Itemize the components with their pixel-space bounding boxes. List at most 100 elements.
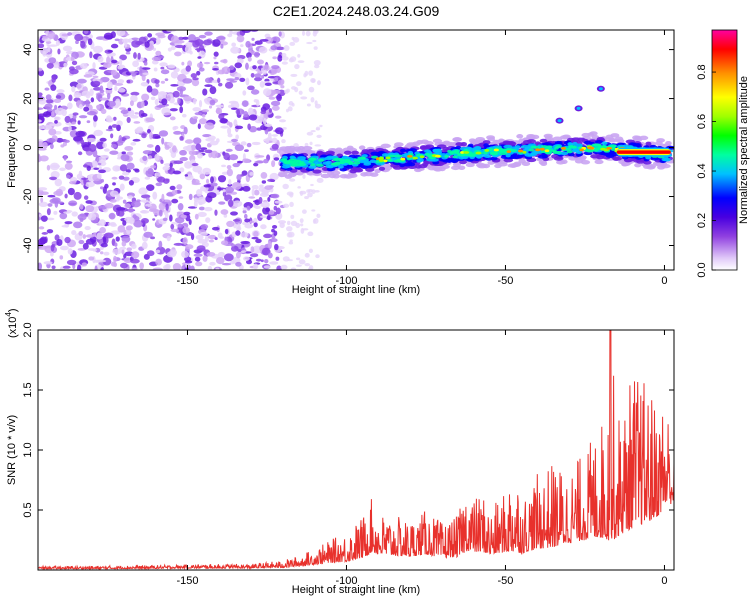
noise-cell [226, 164, 232, 170]
noise-cell [77, 120, 81, 125]
noise-cell [155, 182, 163, 187]
signal-cell [475, 162, 487, 168]
noise-cell [254, 205, 261, 209]
colorbar-ticks: 0.0 0.2 0.4 0.6 0.8 [696, 64, 716, 278]
noise-cell [175, 39, 185, 44]
noise-cell [178, 36, 184, 41]
snr-multiplier: (x104) [4, 308, 19, 338]
colorbar-gradient [712, 30, 737, 270]
snr-xtick-label: 0 [661, 575, 667, 587]
noise-cell [198, 99, 203, 108]
noise-cell [128, 207, 134, 213]
noise-cell [294, 63, 300, 70]
signal-cell [318, 158, 325, 162]
noise-cell [309, 141, 313, 146]
noise-cell [221, 164, 227, 168]
noise-cell [213, 51, 219, 57]
noise-cell [92, 160, 98, 166]
noise-cell [100, 242, 108, 248]
noise-cell [194, 213, 199, 220]
signal-cell [380, 143, 391, 149]
noise-cell [160, 159, 164, 164]
noise-cell [154, 153, 160, 161]
noise-cell [295, 222, 301, 229]
signal-cell [338, 165, 344, 169]
colorbar-label: Normalized spectral amplitude [738, 76, 750, 224]
signal-cell [363, 162, 372, 166]
noise-cell [241, 100, 249, 107]
noise-cell [286, 191, 294, 196]
noise-cell [73, 92, 82, 98]
noise-cell [236, 108, 240, 116]
noise-cell [291, 86, 297, 90]
signal-cell [296, 171, 304, 176]
noise-cell [235, 251, 241, 259]
noise-cell [130, 91, 140, 96]
noise-cell [68, 200, 78, 207]
noise-cell [143, 231, 153, 238]
noise-cell [250, 89, 260, 95]
noise-cell [152, 267, 163, 270]
noise-cell [194, 256, 201, 262]
noise-cell [240, 141, 247, 146]
noise-cell [119, 183, 125, 191]
noise-cell [82, 234, 87, 239]
noise-cell [281, 52, 287, 58]
noise-cell [283, 45, 290, 51]
noise-cell [97, 55, 104, 63]
noise-cell [124, 146, 134, 151]
noise-cell [283, 203, 290, 208]
noise-cell [289, 178, 296, 182]
noise-cell [236, 35, 245, 43]
noise-cell [120, 109, 129, 115]
noise-cell [132, 214, 137, 219]
noise-cell [297, 186, 301, 189]
noise-cell [117, 210, 125, 217]
noise-cell [38, 141, 45, 148]
noise-cell [263, 64, 270, 72]
noise-cell [88, 143, 97, 152]
noise-cell [203, 184, 211, 188]
noise-cell [136, 199, 141, 203]
noise-cell [99, 186, 104, 190]
noise-cell [170, 71, 179, 79]
noise-cell [38, 113, 48, 117]
noise-cell [287, 106, 293, 112]
noise-cell [55, 188, 63, 197]
noise-cell [242, 90, 247, 96]
noise-cell [161, 137, 165, 145]
noise-cell [304, 142, 309, 147]
noise-cell [273, 157, 280, 161]
noise-cell [72, 136, 83, 142]
noise-cell [257, 70, 263, 75]
noise-cell [86, 120, 91, 124]
signal-cell [424, 152, 430, 156]
noise-cell [51, 265, 56, 270]
noise-cell [245, 62, 249, 70]
signal-hotspot [587, 146, 593, 150]
noise-cell [59, 167, 66, 172]
noise-cell [125, 52, 131, 55]
noise-cell [215, 256, 225, 265]
noise-cell [269, 172, 279, 181]
noise-cell [145, 203, 152, 207]
snr-ytick-label: 1.5 [22, 382, 34, 397]
noise-cell [56, 239, 63, 247]
noise-cell [275, 207, 281, 215]
noise-cell [59, 212, 68, 220]
noise-cell [38, 92, 43, 97]
noise-cell [248, 126, 258, 133]
signal-cell [521, 161, 531, 166]
noise-cell [197, 170, 203, 175]
noise-cell [89, 88, 94, 97]
noise-cell [243, 111, 249, 118]
snr-ytick-label: 1.0 [22, 442, 34, 457]
signal-cell [294, 148, 304, 153]
noise-cell [288, 241, 294, 245]
noise-cell [285, 226, 293, 232]
noise-cell [280, 85, 285, 89]
noise-cell [171, 198, 179, 204]
noise-cell [311, 209, 316, 212]
noise-cell [78, 104, 83, 110]
noise-cell [226, 220, 235, 228]
